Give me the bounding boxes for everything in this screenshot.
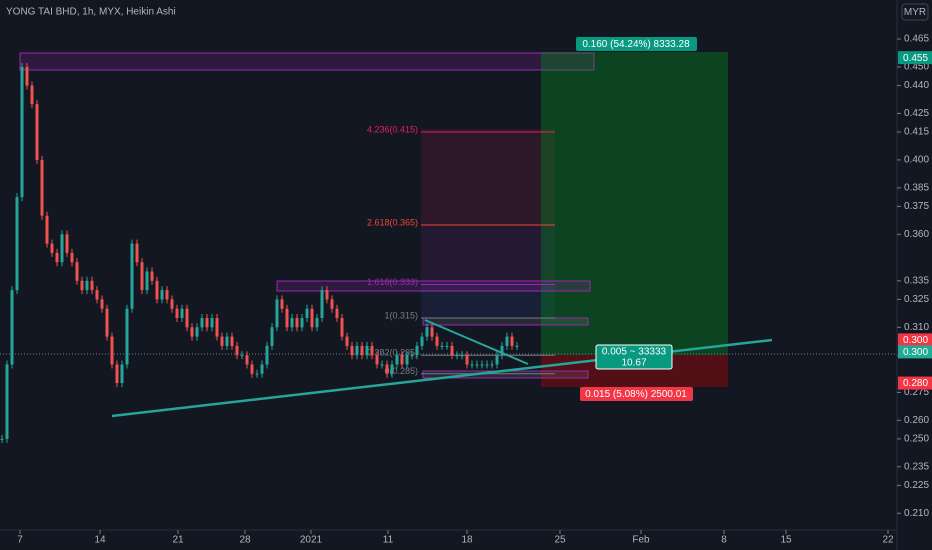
x-tick-label: 22	[882, 535, 894, 546]
price-tag	[898, 345, 932, 359]
price-tag-label: 0.280	[903, 378, 928, 389]
y-tick-label: 0.415	[904, 127, 929, 138]
entry-label: 0.005 ~ 33333	[602, 347, 667, 358]
y-tick-label: 0.210	[904, 508, 929, 519]
price-tag-label: 0.455	[903, 53, 928, 64]
target-label: 0.160 (54.24%) 8333.28	[582, 39, 690, 50]
y-tick-label: 0.225	[904, 480, 929, 491]
fib-label: 0(0.285)	[384, 366, 418, 376]
chart-title: YONG TAI BHD, 1h, MYX, Heikin Ashi	[6, 7, 176, 18]
fib-label: 4.236(0.415)	[367, 124, 418, 134]
candles	[0, 62, 519, 443]
fib-label: 0.382(0.295)	[367, 348, 418, 358]
y-tick-label: 0.425	[904, 108, 929, 119]
x-tick-label: 2021	[300, 535, 323, 546]
x-tick-label: 14	[94, 535, 106, 546]
price-tag	[898, 333, 932, 347]
y-tick-label: 0.335	[904, 275, 929, 286]
stop-label-bg	[580, 387, 693, 401]
fib-band	[421, 225, 555, 285]
y-tick-label: 0.325	[904, 294, 929, 305]
price-tag-label: 0.300	[903, 335, 928, 346]
fib-label: 2.618(0.365)	[367, 217, 418, 227]
profit-zone	[541, 52, 728, 355]
y-tick-label: 0.360	[904, 229, 929, 240]
drawings: 4.236(0.415) 2.618(0.365) 1.618(0.333) 1(0.…	[0, 52, 897, 387]
y-tick-label: 0.400	[904, 155, 929, 166]
x-tick-label: 28	[239, 535, 251, 546]
y-tick-label: 0.260	[904, 415, 929, 426]
x-tick-label: 21	[172, 535, 184, 546]
x-tick-label: 15	[780, 535, 792, 546]
rectangle	[422, 317, 589, 326]
y-tick-label: 0.375	[904, 201, 929, 212]
rectangle	[19, 52, 595, 71]
x-tick-label: 18	[461, 535, 473, 546]
trend-line	[424, 319, 529, 365]
fib-label: 1.618(0.333)	[367, 277, 418, 287]
y-tick-label: 0.465	[904, 34, 929, 45]
target-label-bg	[576, 37, 697, 51]
x-tick-label: 11	[383, 535, 394, 546]
y-tick-label: 0.235	[904, 461, 929, 472]
rectangle	[276, 280, 591, 292]
price-tag-label: 0.300	[903, 347, 928, 358]
y-tick-label: 0.250	[904, 434, 929, 445]
stop-label: 0.015 (5.08%) 2500.01	[585, 389, 687, 400]
price-tag	[898, 376, 932, 390]
ratio-label: 10.67	[621, 358, 646, 369]
currency: MYR	[904, 7, 926, 18]
price-tag	[898, 51, 932, 65]
y-tick-label: 0.440	[904, 80, 929, 91]
y-tick-label: 0.385	[904, 182, 929, 193]
y-tick-label: 0.310	[904, 322, 929, 333]
y-tick-label: 0.450	[904, 62, 929, 73]
fib-label: 1(0.315)	[384, 310, 418, 320]
x-tick-label: 7	[17, 535, 23, 546]
x-tick-label: 25	[554, 535, 566, 546]
x-tick-label: Feb	[632, 535, 650, 546]
entry-label-bg	[595, 344, 673, 370]
x-tick-label: 8	[721, 535, 727, 546]
y-tick-label: 0.275	[904, 387, 929, 398]
fib-band	[421, 129, 555, 225]
currency-box[interactable]	[901, 3, 929, 21]
